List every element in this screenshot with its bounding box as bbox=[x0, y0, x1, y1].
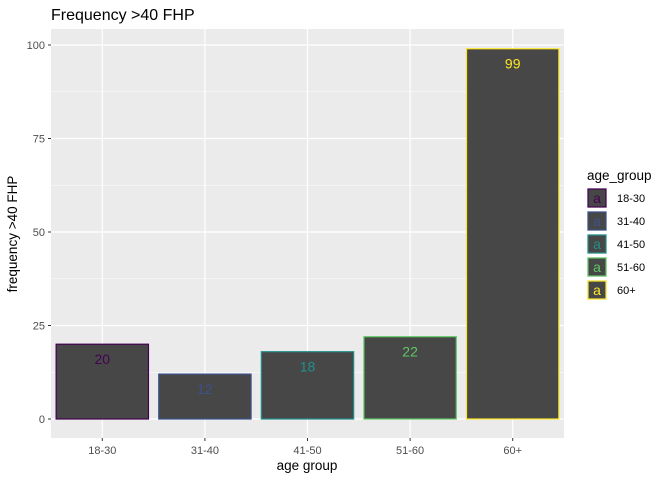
legend-key bbox=[587, 280, 607, 300]
y-tick-label: 25 bbox=[33, 321, 45, 333]
x-axis: 18-30 31-40 41-50 51-60 60+ bbox=[88, 438, 522, 457]
y-tick-label: 0 bbox=[39, 414, 45, 426]
bar-data-label: 99 bbox=[505, 56, 521, 72]
bar-data-label: 20 bbox=[95, 351, 111, 367]
y-axis-label: frequency >40 FHP bbox=[5, 176, 20, 293]
y-tick-label: 50 bbox=[33, 227, 45, 239]
bars bbox=[55, 48, 560, 420]
legend-key bbox=[587, 257, 607, 277]
legend-label: 31-40 bbox=[617, 216, 645, 228]
bar bbox=[465, 48, 560, 420]
legend-key-glyph: a bbox=[593, 282, 601, 298]
legend-label: 60+ bbox=[617, 285, 636, 297]
bar bbox=[363, 336, 457, 420]
x-axis-label: age group bbox=[277, 458, 338, 473]
y-axis: 0 25 50 75 100 bbox=[27, 40, 51, 426]
x-tick-label: 60+ bbox=[503, 445, 522, 457]
x-tick-label: 31-40 bbox=[191, 445, 219, 457]
legend-label: 41-50 bbox=[617, 239, 645, 251]
legend-key-glyph: a bbox=[593, 236, 601, 252]
bar-labels: 20 12 18 22 99 bbox=[95, 56, 521, 397]
legend: age_group a 18-30 a 31-40 a 41-50 a 51-60 a 60+ bbox=[587, 168, 652, 300]
bar bbox=[158, 373, 252, 420]
legend-key bbox=[587, 211, 607, 231]
legend-title: age_group bbox=[587, 168, 652, 183]
chart-title: Frequency >40 FHP bbox=[51, 7, 195, 24]
legend-label: 51-60 bbox=[617, 262, 645, 274]
x-tick-label: 41-50 bbox=[293, 445, 321, 457]
legend-key-glyph: a bbox=[593, 259, 601, 275]
bar-data-label: 18 bbox=[300, 359, 316, 375]
x-tick-label: 18-30 bbox=[88, 445, 116, 457]
legend-key bbox=[587, 188, 607, 208]
bar bbox=[260, 351, 355, 420]
y-tick-label: 100 bbox=[27, 40, 45, 52]
legend-label: 18-30 bbox=[617, 193, 645, 205]
y-tick-label: 75 bbox=[33, 134, 45, 146]
x-tick-label: 51-60 bbox=[396, 445, 424, 457]
bar bbox=[55, 343, 150, 420]
bar-data-label: 22 bbox=[402, 344, 418, 360]
legend-key-glyph: a bbox=[593, 190, 601, 206]
legend-key-glyph: a bbox=[593, 213, 601, 229]
bar-data-label: 12 bbox=[197, 381, 213, 397]
legend-key bbox=[587, 234, 607, 254]
